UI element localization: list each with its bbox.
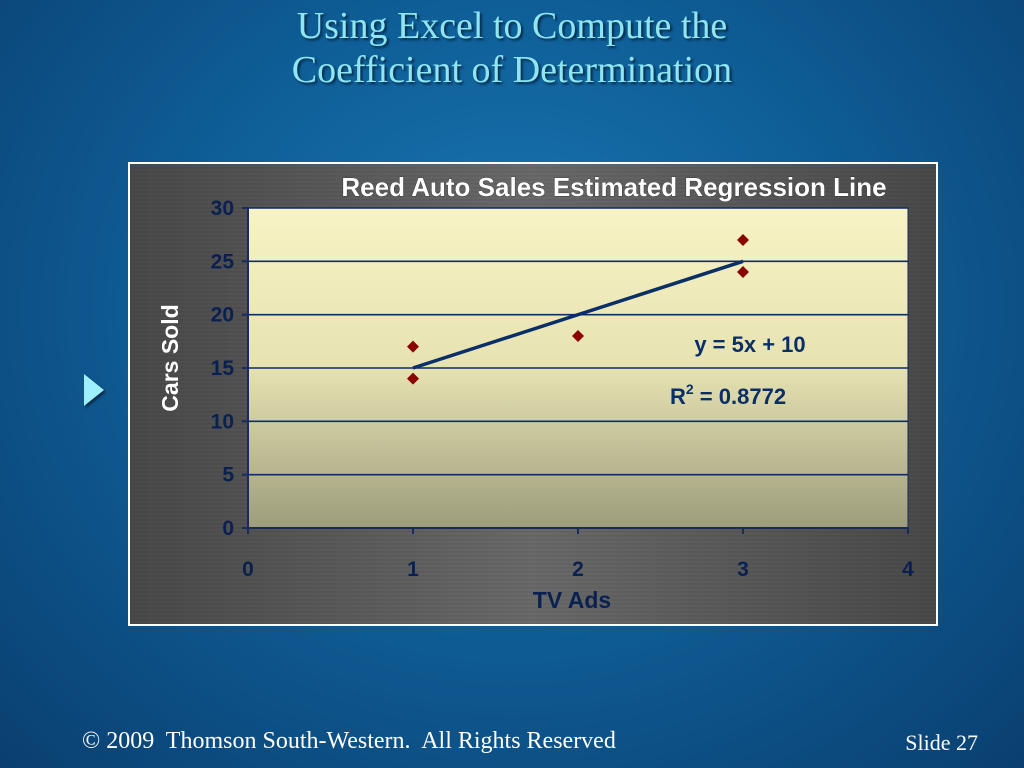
x-tick-label: 1 [407, 558, 419, 581]
chart-title: Reed Auto Sales Estimated Regression Lin… [341, 172, 886, 202]
slide-title-line2: Coefficient of Determination [291, 49, 733, 91]
data-point [737, 234, 749, 246]
slide-title: Using Excel to Compute the Coefficient o… [0, 4, 1024, 92]
x-tick-label: 2 [572, 558, 584, 581]
y-tick-label: 25 [211, 250, 235, 273]
y-tick-label: 20 [211, 304, 234, 327]
regression-chart: 0 5 10 15 20 25 30 0 1 2 3 4 Reed Auto Sales Estimat… [157, 172, 914, 613]
data-point [737, 266, 749, 278]
x-tick-label: 4 [902, 558, 914, 581]
footer-slide-number: Slide 27 [905, 730, 978, 755]
data-point [407, 340, 419, 353]
regression-line [412, 259, 744, 370]
x-tick-label: 0 [242, 558, 254, 581]
x-tick-label: 3 [737, 558, 749, 581]
y-tick-label: 15 [211, 357, 235, 380]
y-tick-label: 30 [211, 197, 234, 220]
chart-frame: 0 5 10 15 20 25 30 0 1 2 3 4 Reed Auto Sales Estimat… [128, 162, 938, 626]
y-tick-label: 5 [222, 464, 234, 487]
bullet-arrow-icon [84, 374, 104, 406]
y-tick-label: 0 [222, 517, 234, 540]
x-axis-label: TV Ads [533, 587, 611, 613]
y-tick-label: 10 [211, 410, 234, 433]
data-point [407, 372, 419, 385]
data-point [572, 330, 584, 342]
equation-label: y = 5x + 10 [694, 332, 805, 357]
r-squared-label: R2 = 0.8772 [670, 381, 786, 409]
y-axis-label: Cars Sold [157, 304, 183, 411]
slide-title-line1: Using Excel to Compute the [296, 5, 728, 47]
footer-copyright: © 2009 Thomson South-Western. All Rights… [82, 728, 616, 754]
